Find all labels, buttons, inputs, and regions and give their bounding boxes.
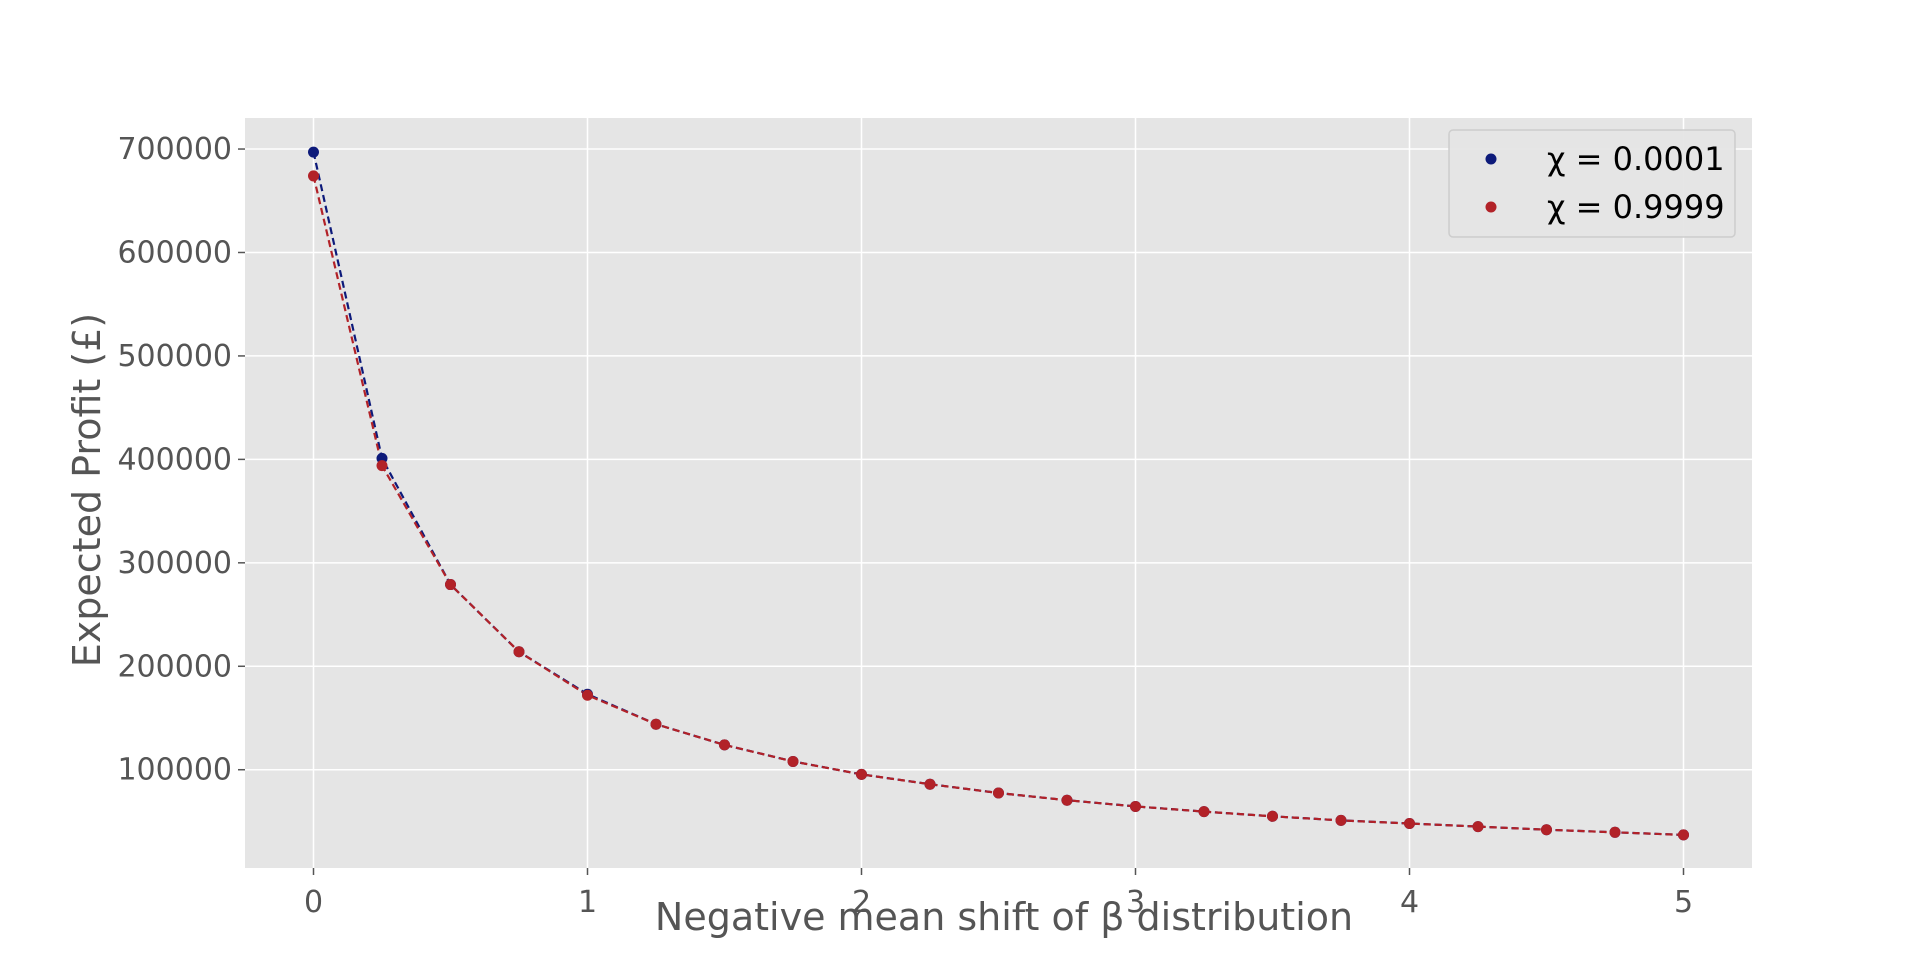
y-axis-label: Expected Profit (£) bbox=[65, 313, 109, 667]
series-2-point bbox=[1267, 810, 1278, 822]
series-2-point bbox=[719, 739, 730, 751]
legend: χ = 0.0001 χ = 0.9999 bbox=[1448, 129, 1736, 238]
series-2-point bbox=[308, 170, 319, 182]
x-axis-label: Negative mean shift of β distribution bbox=[655, 895, 1353, 939]
series-1-point bbox=[308, 146, 319, 158]
x-tick-label: 0 bbox=[304, 885, 323, 920]
series-2-point bbox=[1335, 814, 1347, 826]
series-2-point bbox=[787, 755, 799, 767]
series-2-point bbox=[650, 718, 662, 730]
series-2-point bbox=[376, 460, 388, 472]
series-2-point bbox=[856, 768, 867, 780]
plot-background bbox=[245, 118, 1752, 868]
series-2-point bbox=[1541, 824, 1552, 836]
series-2-point bbox=[1198, 806, 1210, 818]
legend-label: χ = 0.9999 bbox=[1547, 188, 1725, 226]
y-tick-label: 200000 bbox=[117, 649, 232, 684]
legend-box bbox=[1448, 129, 1736, 238]
series-2-point bbox=[445, 579, 456, 591]
legend-marker bbox=[1485, 201, 1497, 213]
series-2-point bbox=[924, 778, 936, 790]
x-tick-label: 5 bbox=[1674, 885, 1693, 920]
legend-label: χ = 0.0001 bbox=[1547, 140, 1725, 178]
y-tick-label: 500000 bbox=[117, 339, 232, 374]
series-2-point bbox=[1472, 821, 1484, 833]
legend-marker bbox=[1485, 153, 1497, 165]
series-2-point bbox=[1678, 829, 1689, 841]
series-2-point bbox=[993, 787, 1004, 799]
series-2-point bbox=[582, 689, 593, 701]
series-2-point bbox=[513, 646, 525, 658]
series-2-point bbox=[1130, 800, 1141, 812]
grid bbox=[245, 118, 1752, 868]
y-tick-label: 700000 bbox=[117, 132, 232, 167]
series-2-point bbox=[1061, 794, 1073, 806]
y-axis: 100000 200000 300000 400000 500000 600000 7000… bbox=[117, 132, 245, 788]
y-tick-label: 100000 bbox=[117, 753, 232, 788]
y-tick-label: 300000 bbox=[117, 546, 232, 581]
series-2-point bbox=[1404, 818, 1415, 830]
x-tick-label: 2 bbox=[852, 885, 871, 920]
x-tick-label: 1 bbox=[578, 885, 597, 920]
series-points bbox=[308, 146, 1689, 841]
y-tick-label: 600000 bbox=[117, 235, 232, 270]
y-tick-label: 400000 bbox=[117, 442, 232, 477]
series-2-point bbox=[1609, 826, 1621, 838]
x-tick-label: 4 bbox=[1400, 885, 1419, 920]
x-tick-label: 3 bbox=[1126, 885, 1145, 920]
x-axis: 0 1 2 3 4 5 bbox=[304, 868, 1693, 920]
